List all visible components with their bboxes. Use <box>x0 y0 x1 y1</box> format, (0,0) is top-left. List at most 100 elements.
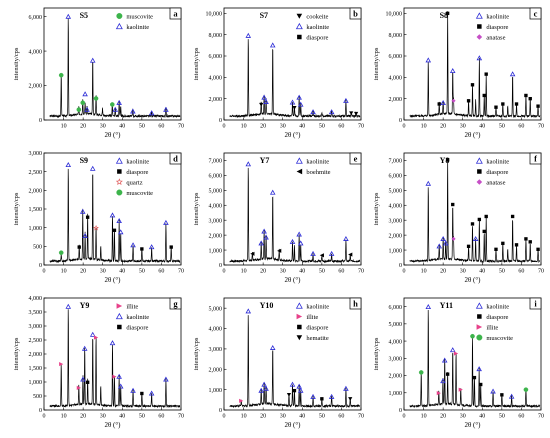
peak-marker <box>117 229 124 235</box>
peak-marker <box>494 247 498 251</box>
peak-marker <box>418 370 424 375</box>
legend-label: diaspore <box>486 24 508 31</box>
peak-marker <box>79 208 86 214</box>
peak-marker <box>440 378 446 384</box>
x-tick-label: 20 <box>440 414 446 420</box>
peak-marker <box>482 229 486 234</box>
plot-frame <box>403 7 542 121</box>
panel-letter-box <box>529 297 542 310</box>
y-tick-label: 1,500 <box>29 366 43 372</box>
panel-letter: d <box>173 154 178 164</box>
peak-marker <box>116 99 122 105</box>
peak-marker <box>263 98 269 104</box>
peak-marker <box>466 99 471 103</box>
legend-symbol <box>116 303 123 309</box>
y-tick-label: 1,000 <box>29 380 43 386</box>
peak-marker <box>117 383 124 389</box>
y-tick-label: 2,000 <box>389 97 403 103</box>
x-tick-label: 60 <box>158 269 164 275</box>
x-tick-label: 50 <box>139 269 145 275</box>
peak-marker <box>250 251 255 256</box>
peak-marker <box>349 111 354 116</box>
y-tick-label: 4,000 <box>209 203 223 209</box>
x-tick-label: 30 <box>280 414 286 420</box>
panel-letter-box <box>169 7 182 20</box>
xrd-pattern-line <box>229 315 361 409</box>
peak-marker <box>425 180 432 186</box>
x-tick-label: 10 <box>421 124 427 130</box>
peak-marker <box>239 398 244 403</box>
plot-frame <box>43 7 182 121</box>
y-tick-label: 10,000 <box>206 12 223 18</box>
panel-a: 0 2,000 4,000 6,000 10 20 30 40 50 60 70 2θ (°) inte… <box>13 7 184 139</box>
y-tick-label: 5,000 <box>389 322 403 328</box>
x-axis-title: 2θ (°) <box>284 131 301 139</box>
y-tick-label: 6,000 <box>209 54 223 60</box>
peak-marker <box>82 232 88 238</box>
peak-marker <box>163 219 169 225</box>
panel-letter: b <box>353 9 358 19</box>
peak-marker <box>263 385 269 391</box>
peak-marker <box>297 101 304 107</box>
peak-marker <box>58 250 64 255</box>
y-tick-label: 1,500 <box>29 207 43 213</box>
y-tick-label: 2,000 <box>209 367 223 373</box>
panel-h: 0 1,000 2,000 3,000 4,000 5,000 0 10 20 30 40 50 60 7… <box>193 297 364 429</box>
y-tick-label: 7,000 <box>209 159 223 165</box>
legend-label: illite <box>126 304 138 311</box>
y-tick-label: 1,000 <box>209 388 223 394</box>
peak-marker <box>501 102 505 106</box>
x-tick-label: 60 <box>338 124 344 130</box>
sample-title: S9 <box>80 156 88 165</box>
legend-label: diaspore <box>126 325 148 332</box>
peak-marker <box>508 393 515 399</box>
x-tick-label: 0 <box>223 414 226 420</box>
peak-marker <box>269 189 276 195</box>
x-tick-label: 10 <box>241 414 247 420</box>
legend-label: kaolinite <box>126 24 149 31</box>
x-tick-label: 30 <box>100 414 106 420</box>
peak-marker <box>442 240 449 246</box>
legend-symbol <box>476 324 483 330</box>
peak-marker <box>458 387 463 392</box>
peak-marker <box>261 381 267 387</box>
y-tick-label: 0 <box>219 263 222 269</box>
peak-marker <box>479 382 483 387</box>
legend-label: hematite <box>306 335 328 342</box>
legend-symbol <box>477 24 482 29</box>
legend-symbol <box>117 324 122 330</box>
x-tick-label: 10 <box>61 269 67 275</box>
xrd-pattern-line <box>229 39 361 119</box>
sample-title: S5 <box>80 11 88 20</box>
peak-marker <box>445 372 450 376</box>
peak-marker <box>476 55 483 61</box>
x-tick-label: 0 <box>43 414 46 420</box>
peak-marker <box>470 83 475 87</box>
peak-marker <box>310 250 316 256</box>
peak-marker <box>93 96 99 101</box>
peak-marker <box>310 109 316 115</box>
peak-marker <box>148 390 155 396</box>
peak-marker <box>509 71 516 77</box>
x-tick-label: 60 <box>158 124 164 130</box>
peak-marker <box>328 393 335 399</box>
peak-marker <box>89 331 96 337</box>
y-tick-label: 6,000 <box>389 54 403 60</box>
x-tick-label: 50 <box>319 124 325 130</box>
x-tick-label: 60 <box>338 414 344 420</box>
y-tick-label: 4,000 <box>389 339 403 345</box>
xrd-pattern-line <box>49 18 181 119</box>
peak-marker <box>296 231 302 237</box>
peak-marker <box>76 107 82 112</box>
legend-symbol <box>115 22 123 30</box>
peak-marker <box>289 238 296 244</box>
y-axis-title: intensity/cps <box>373 337 380 370</box>
peak-marker <box>440 100 446 106</box>
sample-title: Y10 <box>260 301 274 310</box>
plot-frame <box>403 297 542 411</box>
y-axis-title: intensity/cps <box>13 192 20 225</box>
x-tick-label: 30 <box>460 414 466 420</box>
legend-label: quartz <box>126 180 142 187</box>
peak-marker <box>130 387 136 393</box>
